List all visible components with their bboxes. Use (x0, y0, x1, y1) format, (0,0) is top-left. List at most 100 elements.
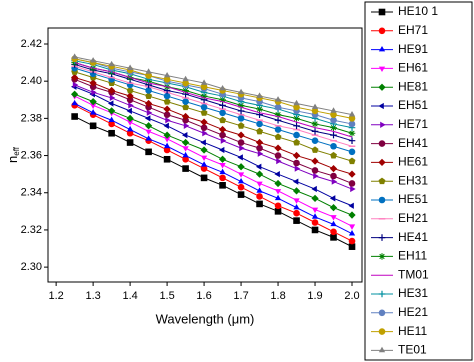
marker (293, 217, 300, 224)
marker (256, 127, 264, 135)
marker (200, 146, 208, 154)
marker (163, 146, 171, 154)
marker (257, 150, 264, 157)
marker (146, 109, 153, 116)
legend-label: HE11 (398, 324, 427, 338)
marker (378, 45, 386, 52)
marker (163, 155, 171, 163)
marker (255, 170, 264, 178)
marker (126, 114, 134, 122)
marker (109, 94, 116, 102)
legend-label: EH61 (398, 61, 428, 75)
marker (163, 71, 171, 78)
marker (182, 116, 189, 124)
legend-label: HE51 (398, 192, 428, 206)
marker (145, 148, 152, 156)
marker (378, 27, 386, 35)
marker (89, 109, 97, 115)
marker (276, 157, 282, 165)
marker (348, 115, 356, 122)
marker (183, 122, 190, 129)
marker (91, 89, 97, 96)
marker (274, 194, 282, 201)
marker (348, 120, 356, 128)
marker (293, 198, 300, 204)
marker (219, 131, 226, 139)
series-line (74, 60, 353, 129)
marker (71, 113, 78, 120)
legend-label: EH21 (398, 211, 428, 225)
legend-label: TE01 (398, 343, 427, 357)
marker (144, 99, 153, 108)
series-line (74, 76, 353, 175)
series-line (74, 71, 353, 162)
marker (107, 100, 114, 107)
marker (274, 96, 282, 102)
marker (330, 107, 337, 113)
marker (348, 129, 356, 137)
marker (108, 116, 115, 123)
marker (256, 200, 263, 208)
marker (145, 135, 152, 141)
marker (256, 120, 263, 128)
marker (330, 172, 337, 180)
marker (89, 103, 97, 109)
marker (182, 165, 189, 172)
marker (256, 105, 263, 113)
marker (163, 98, 171, 105)
marker (200, 79, 208, 85)
marker (311, 107, 319, 115)
marker (274, 103, 282, 111)
marker (330, 116, 337, 124)
series-line (74, 56, 353, 116)
marker (293, 203, 300, 210)
marker (237, 191, 245, 198)
marker (274, 171, 280, 178)
marker (163, 137, 171, 143)
marker (220, 137, 227, 144)
series-line (74, 62, 353, 138)
marker (126, 86, 134, 94)
legend-label: EH71 (398, 23, 428, 37)
marker (181, 138, 190, 147)
marker (311, 185, 317, 193)
series-line (74, 86, 353, 207)
marker (163, 105, 171, 113)
marker (330, 228, 337, 236)
marker (237, 154, 243, 161)
marker (181, 131, 188, 139)
marker (72, 81, 79, 89)
marker (89, 79, 97, 87)
legend-label: HE81 (398, 79, 428, 93)
series-line (74, 78, 353, 184)
y-axis-label-sub: eff (12, 146, 21, 156)
marker (350, 185, 356, 193)
legend-label: HE91 (398, 42, 428, 56)
marker (348, 111, 356, 117)
legend-label: EH51 (398, 98, 428, 112)
marker (330, 151, 337, 159)
marker (348, 157, 356, 165)
y-axis-label: neff (5, 146, 21, 163)
marker (237, 115, 245, 122)
x-axis-label: Wavelength (μm) (156, 311, 255, 326)
x-tick-label: 1.4 (122, 290, 137, 302)
marker (311, 226, 319, 234)
marker (108, 60, 115, 67)
marker (378, 102, 384, 110)
marker (237, 107, 245, 115)
legend-label: HE31 (398, 286, 428, 300)
marker (293, 138, 300, 146)
marker (256, 92, 263, 98)
marker (200, 118, 208, 126)
marker (182, 146, 189, 152)
y-tick-label: 2.40 (21, 75, 42, 87)
marker (348, 180, 356, 187)
marker (274, 208, 282, 215)
marker (128, 102, 134, 109)
marker (293, 122, 300, 130)
marker (219, 109, 226, 117)
marker (311, 194, 319, 202)
legend-frame (364, 1, 473, 361)
marker (330, 215, 337, 221)
